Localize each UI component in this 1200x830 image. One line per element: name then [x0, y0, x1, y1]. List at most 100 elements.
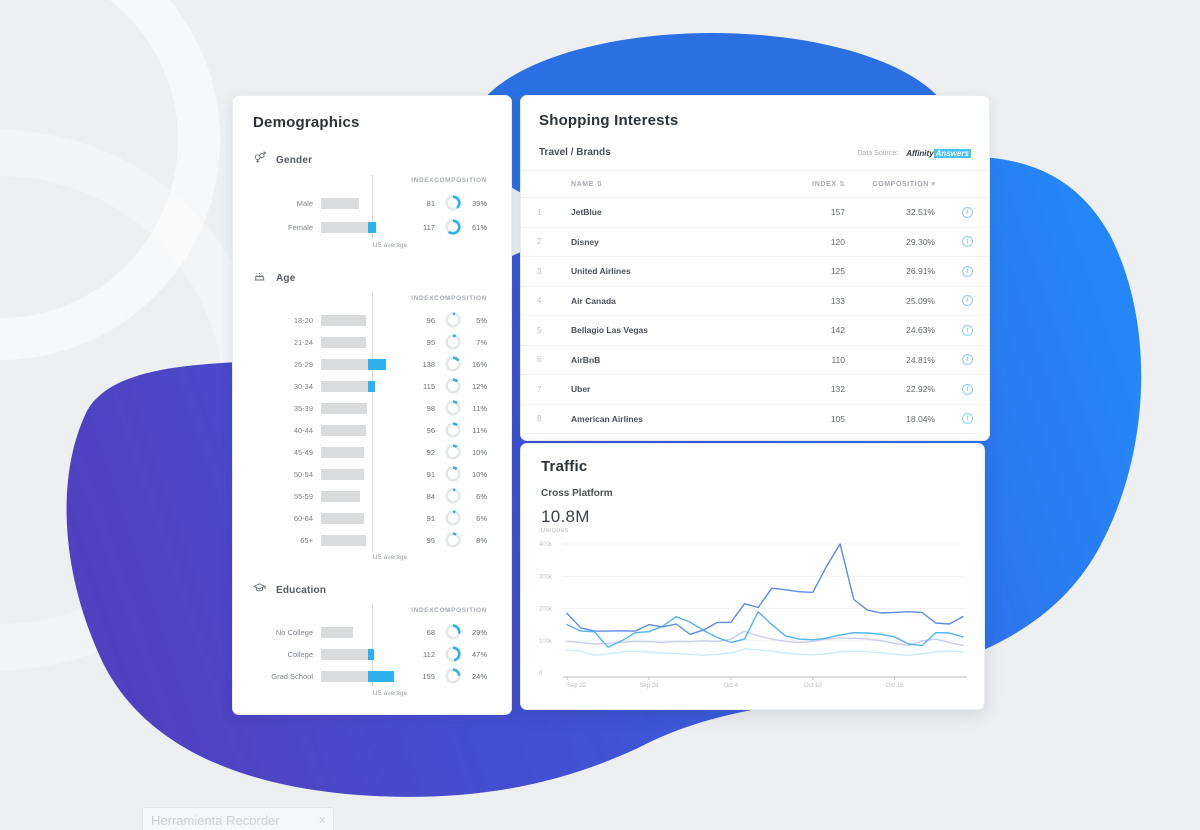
composition-value: 24% — [471, 671, 487, 681]
table-body: 1 JetBlue 157 32.51% i 2 Disney 120 29.3… — [521, 198, 989, 434]
row-rank: 7 — [537, 384, 542, 394]
us-average-line — [372, 605, 373, 687]
composition-donut — [445, 378, 461, 394]
demo-row: 40-44 96 11% — [251, 419, 487, 441]
traffic-total-label: uniques — [541, 528, 569, 534]
us-average-label: US average — [372, 242, 408, 249]
svg-text:Sep 22: Sep 22 — [567, 683, 587, 689]
shopping-title: Shopping Interests — [539, 112, 679, 129]
brand-index: 105 — [830, 413, 845, 424]
composition-donut — [445, 422, 461, 438]
column-headers: INDEX COMPOSITION — [411, 607, 487, 614]
composition-value: 39% — [471, 198, 487, 208]
traffic-total: 10.8M — [541, 507, 590, 526]
index-value: 91 — [426, 469, 435, 479]
demo-row: Female 117 61% — [251, 215, 487, 239]
table-row[interactable]: 6 AirBnB 110 24.81% i — [521, 346, 989, 375]
brand-name: JetBlue — [571, 207, 602, 218]
composition-value: 12% — [471, 381, 487, 391]
section-name: Age — [276, 272, 296, 284]
info-icon[interactable]: i — [962, 236, 973, 248]
svg-text:200k: 200k — [539, 607, 553, 613]
demo-row-label: Male — [296, 198, 313, 208]
demo-row-label: 18-20 — [293, 315, 313, 325]
table-row[interactable]: 7 Uber 132 22.92% i — [521, 375, 989, 405]
demo-row-label: 55-59 — [293, 491, 313, 501]
info-icon[interactable]: i — [962, 324, 973, 336]
line-series-quaternary — [566, 648, 964, 657]
index-value: 155 — [422, 671, 435, 681]
demo-row: 45-49 92 10% — [251, 441, 487, 463]
info-icon[interactable]: i — [962, 295, 973, 307]
info-icon[interactable]: i — [962, 206, 973, 218]
svg-text:Oct 10: Oct 10 — [804, 683, 822, 689]
demo-row: 50-54 91 10% — [251, 463, 487, 485]
index-bar — [321, 336, 395, 348]
column-header-name[interactable]: NAME ⇅ — [571, 181, 603, 188]
table-row[interactable]: 3 United Airlines 125 26.91% i — [521, 257, 989, 287]
brand-composition: 26.91% — [906, 266, 935, 277]
composition-value: 10% — [471, 469, 487, 479]
table-row[interactable]: 5 Bellagio Las Vegas 142 24.63% i — [521, 316, 989, 346]
brand-composition: 32.51% — [906, 207, 935, 218]
brand-name: American Airlines — [571, 413, 643, 424]
demo-row: 18-20 96 5% — [251, 309, 487, 331]
table-row[interactable]: 4 Air Canada 133 25.09% i — [521, 287, 989, 316]
table-row[interactable]: 8 American Airlines 105 18.04% i — [521, 405, 989, 434]
column-header-composition[interactable]: COMPOSITION ▾ — [872, 181, 935, 188]
index-value: 96 — [426, 425, 435, 435]
demo-row-label: 25-29 — [293, 359, 313, 369]
demo-row-label: No College — [275, 627, 313, 637]
index-value: 95 — [426, 337, 435, 347]
demo-row-label: 45-49 — [293, 447, 313, 457]
line-series-primary — [566, 543, 964, 636]
composition-value: 47% — [471, 649, 487, 659]
row-rank: 1 — [537, 207, 542, 217]
composition-donut — [445, 624, 461, 640]
brand-index: 157 — [830, 207, 845, 218]
composition-donut — [445, 400, 461, 416]
index-bar — [321, 402, 395, 414]
info-icon[interactable]: i — [962, 354, 973, 366]
traffic-panel: Traffic Cross Platform 10.8M uniques 400… — [520, 443, 985, 710]
line-series-tertiary — [566, 630, 964, 647]
brand-composition: 29.30% — [906, 236, 935, 247]
info-icon[interactable]: i — [962, 413, 973, 425]
info-icon[interactable]: i — [962, 265, 973, 277]
index-value: 138 — [422, 359, 435, 369]
svg-text:100k: 100k — [539, 639, 553, 645]
column-header-index[interactable]: INDEX ⇅ — [812, 181, 845, 188]
demographics-section-education: Education INDEX COMPOSITION No College 6… — [233, 583, 511, 697]
composition-donut — [445, 195, 461, 211]
us-average-line — [372, 293, 373, 551]
demo-row-label: Grad School — [271, 671, 313, 681]
close-icon[interactable]: x — [319, 814, 326, 826]
svg-text:Oct 16: Oct 16 — [886, 683, 904, 689]
us-average-line — [372, 175, 373, 239]
table-row[interactable]: 1 JetBlue 157 32.51% i — [521, 198, 989, 228]
recorder-toolbar[interactable]: Herramienta Recorder x — [142, 807, 334, 830]
composition-value: 6% — [476, 513, 487, 523]
brand-composition: 25.09% — [906, 295, 935, 306]
demo-row: 25-29 138 16% — [251, 353, 487, 375]
demo-row-label: College — [287, 649, 313, 659]
info-icon[interactable]: i — [962, 383, 973, 395]
recorder-toolbar-label: Herramienta Recorder — [151, 812, 280, 828]
brand-name: Disney — [571, 236, 599, 247]
composition-value: 8% — [476, 535, 487, 545]
row-rank: 4 — [537, 296, 542, 306]
sort-icon: ⇅ — [596, 181, 603, 188]
index-value: 92 — [426, 447, 435, 457]
table-row[interactable]: 2 Disney 120 29.30% i — [521, 228, 989, 257]
svg-text:Oct 4: Oct 4 — [724, 683, 739, 689]
composition-donut — [445, 356, 461, 372]
index-value: 115 — [423, 381, 435, 391]
demo-row-label: 30-34 — [293, 381, 313, 391]
demographics-section-age: Age INDEX COMPOSITION 18-20 96 5% 21-24 … — [233, 271, 511, 561]
demographics-title: Demographics — [253, 114, 360, 131]
brand-composition: 24.81% — [906, 354, 935, 365]
row-rank: 8 — [537, 414, 542, 424]
composition-donut — [445, 219, 461, 235]
index-bar — [321, 197, 395, 209]
